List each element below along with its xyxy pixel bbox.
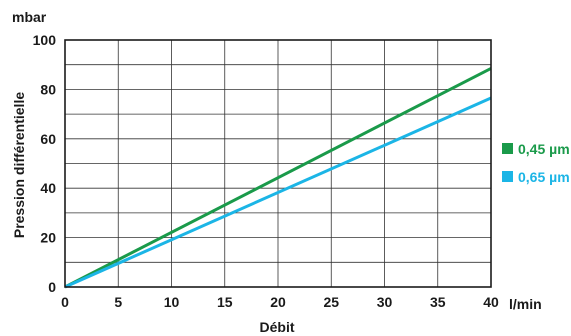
legend-swatch (502, 171, 513, 182)
plot-border (64, 39, 492, 288)
x-tick-label: 5 (114, 294, 122, 310)
x-tick-label: 15 (217, 294, 233, 310)
y-tick-label: 0 (48, 279, 56, 295)
y-axis-title: Pression différentielle (11, 92, 27, 238)
x-tick-label: 35 (430, 294, 446, 310)
y-tick-label: 60 (40, 131, 56, 147)
x-tick-label: 20 (270, 294, 286, 310)
y-tick-label: 40 (40, 180, 56, 196)
x-tick-label: 40 (483, 294, 499, 310)
y-axis-unit: mbar (12, 9, 47, 25)
y-tick-label: 100 (33, 32, 57, 48)
x-tick-label: 0 (61, 294, 69, 310)
legend-label: 0,65 µm (518, 169, 570, 185)
legend-swatch (502, 143, 513, 154)
series-line (64, 96, 492, 289)
y-tick-label: 20 (40, 230, 56, 246)
grid-layer (64, 39, 492, 288)
series-line (64, 67, 492, 289)
y-tick-label: 80 (40, 81, 56, 97)
x-axis-title: Débit (260, 319, 295, 335)
x-tick-label: 30 (377, 294, 393, 310)
legend-label: 0,45 µm (518, 141, 570, 157)
x-axis-unit: l/min (509, 296, 542, 312)
series-layer (64, 67, 492, 289)
x-tick-label: 10 (164, 294, 180, 310)
tick-label-layer: 0 5 10 15 20 25 30 35 40 0 20 40 60 80 100 (33, 32, 499, 310)
legend: 0,45 µm 0,65 µm (502, 141, 570, 185)
x-tick-label: 25 (323, 294, 339, 310)
